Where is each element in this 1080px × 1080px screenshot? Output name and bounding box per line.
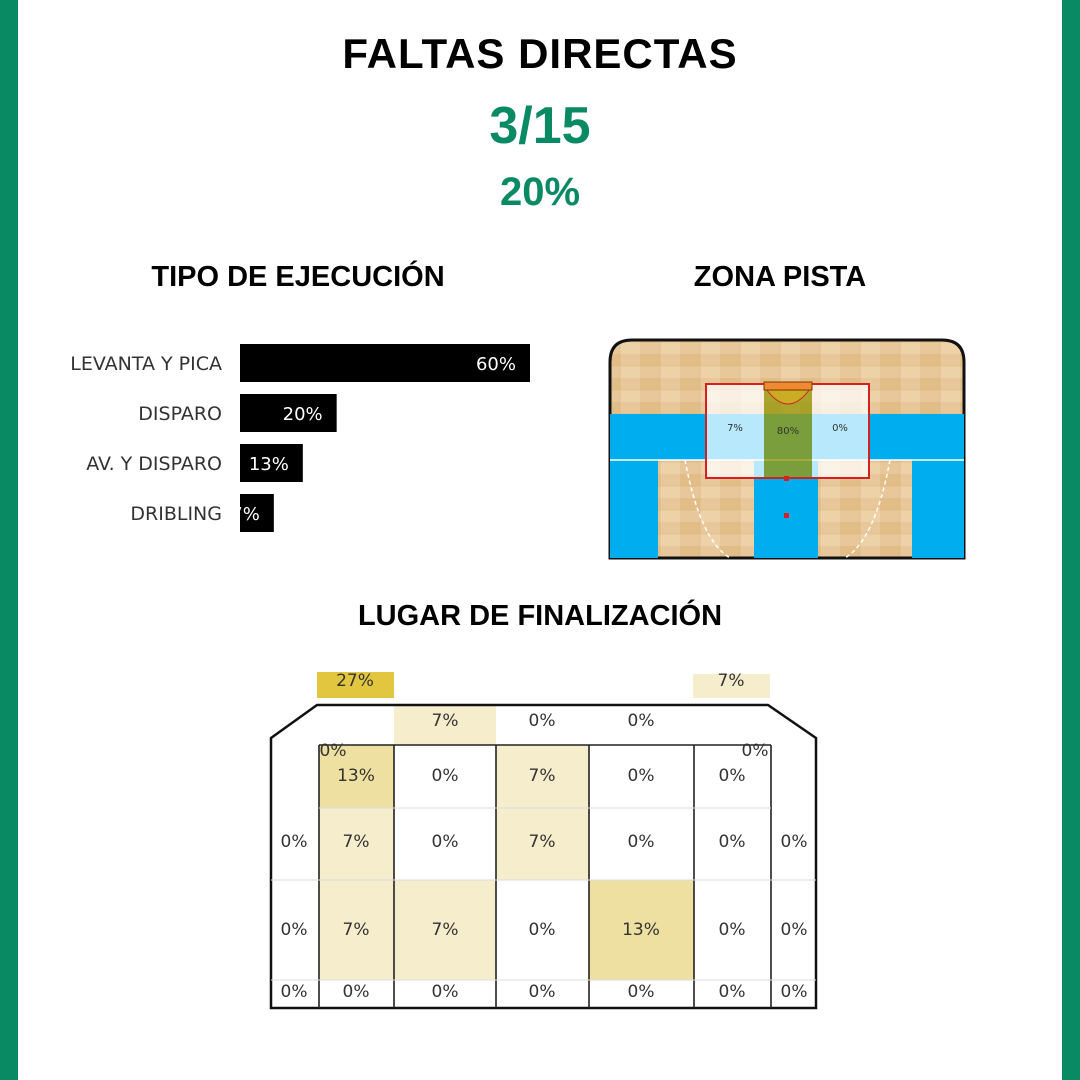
bar-category-label: DRIBLING — [130, 503, 222, 525]
outside-cell-top-left — [317, 672, 394, 698]
bar — [240, 444, 303, 482]
right-side-label: 0% — [781, 982, 808, 1002]
grid-cell-label: 0% — [628, 832, 655, 852]
grid-cell-label: 0% — [719, 920, 746, 940]
finish-section-title: LUGAR DE FINALIZACIÓN — [357, 600, 723, 632]
grid-cell-label: 0% — [343, 982, 370, 1002]
three-point-arc — [684, 459, 731, 559]
corner-label-left: 0% — [320, 741, 347, 761]
ratio-value: 3/15 — [489, 97, 591, 155]
outside-label-top-right: 7% — [718, 671, 745, 691]
outside-label-top-left: 27% — [336, 671, 374, 691]
grid-cell-label: 0% — [628, 982, 655, 1002]
bar-category-label: DISPARO — [138, 403, 222, 425]
heat-cell — [319, 745, 394, 808]
grid-cell-label: 0% — [628, 766, 655, 786]
zone-right-label: 0% — [832, 423, 848, 434]
zone-center-label: 80% — [777, 426, 799, 437]
heat-cell — [496, 745, 589, 808]
backboard — [763, 381, 813, 391]
left-side-label: 0% — [281, 832, 308, 852]
grid-cell-label: 0% — [529, 920, 556, 940]
court-marker — [784, 476, 789, 481]
zone-left — [706, 384, 764, 478]
bar-category-label: LEVANTA Y PICA — [70, 353, 222, 375]
top-cell-label: 0% — [529, 711, 556, 731]
left-side-label: 0% — [281, 920, 308, 940]
grid-cell-label: 7% — [529, 766, 556, 786]
page-title: FALTAS DIRECTAS — [342, 30, 738, 77]
heat-cell — [496, 808, 589, 880]
heat-cell — [319, 880, 394, 980]
heat-cell — [394, 880, 496, 980]
grid-cell-label: 0% — [529, 982, 556, 1002]
heat-cell — [589, 880, 694, 980]
grid-cell-label: 0% — [719, 766, 746, 786]
court-marker — [784, 513, 789, 518]
court-outline — [269, 703, 818, 1010]
execution-section-title: TIPO DE EJECUCIÓN — [151, 261, 445, 293]
right-side-label: 0% — [781, 920, 808, 940]
bar-category-label: AV. Y DISPARO — [86, 453, 222, 475]
bar-value-label: 60% — [476, 354, 516, 375]
grid-cell-label: 7% — [343, 920, 370, 940]
right-side-label: 0% — [781, 832, 808, 852]
bar-value-label: 20% — [283, 404, 323, 425]
heat-cell — [319, 808, 394, 880]
execution-bar-chart: LEVANTA Y PICA 60% DISPARO 20% AV. Y DISPARO… — [70, 344, 530, 532]
grid-cell-label: 13% — [622, 920, 660, 940]
court-blue-lane-left — [610, 460, 658, 558]
grid-cell-label: 7% — [529, 832, 556, 852]
zone-right — [812, 384, 869, 478]
court-blue-lane-right — [912, 460, 964, 558]
outside-cell-top-right — [693, 674, 770, 698]
zone-left-label: 7% — [727, 423, 743, 434]
finish-location-chart: 27% 7% 7% 0% 0% 0% 0% 13% 0% 7% 0% 0% 7% 0% 7% 0… — [269, 671, 818, 1010]
percentage-value: 20% — [499, 170, 581, 214]
top-cell — [394, 705, 496, 745]
grid-lines — [318, 744, 772, 1008]
corner-label-right: 0% — [742, 741, 769, 761]
top-cell-label: 0% — [628, 711, 655, 731]
grid-cell-label: 13% — [337, 766, 375, 786]
grid-cell-label: 0% — [432, 832, 459, 852]
bar-value-label: 7% — [231, 504, 260, 525]
court-section-title: ZONA PISTA — [693, 261, 867, 293]
grid-cell-label: 0% — [719, 832, 746, 852]
grid-cell-label: 7% — [432, 920, 459, 940]
bar — [240, 394, 337, 432]
left-side-label: 0% — [281, 982, 308, 1002]
bar — [240, 344, 530, 382]
grid-cell-label: 0% — [432, 982, 459, 1002]
top-cell-label: 7% — [432, 711, 459, 731]
grid-cell-label: 0% — [719, 982, 746, 1002]
right-frame-stripe — [1062, 0, 1080, 1080]
court-zone-chart: 7% 80% 0% — [608, 338, 966, 560]
grid-cell-label: 7% — [343, 832, 370, 852]
left-frame-stripe — [0, 0, 18, 1080]
bar-value-label: 13% — [249, 454, 289, 475]
bar — [240, 494, 274, 532]
grid-cell-label: 0% — [432, 766, 459, 786]
